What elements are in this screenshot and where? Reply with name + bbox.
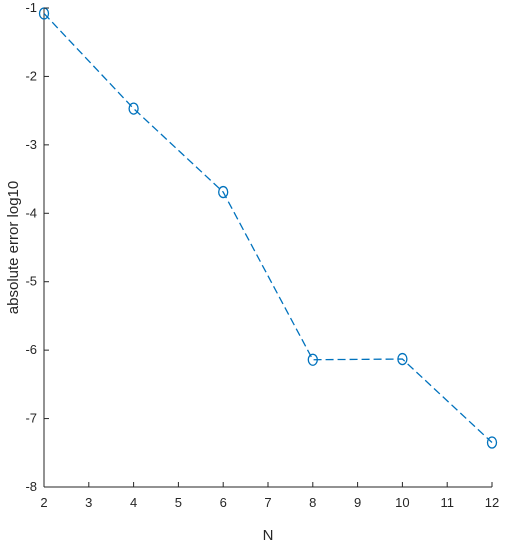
- x-tick-label: 11: [440, 495, 454, 510]
- y-tick-label: -5: [25, 274, 37, 289]
- data-point: [218, 185, 229, 199]
- series-layer: [38, 7, 498, 449]
- y-tick-label: -6: [25, 342, 37, 357]
- data-point: [128, 102, 139, 115]
- data-point: [486, 436, 498, 449]
- y-tick-label: -2: [25, 68, 37, 83]
- data-point: [307, 353, 318, 366]
- x-tick-label: 8: [309, 495, 316, 510]
- y-tick-label: -3: [25, 137, 37, 152]
- y-axis-ticks: -8 -7 -6 -5 -4 -3 -2 -1: [25, 0, 49, 494]
- x-axis-label: N: [263, 527, 274, 544]
- x-tick-label: 2: [40, 495, 47, 510]
- y-axis-label: absolute error log10: [5, 181, 22, 314]
- x-tick-label: 6: [220, 495, 227, 510]
- plot-area: [43, 8, 492, 488]
- y-tick-label: -1: [25, 0, 37, 15]
- x-tick-label: 7: [264, 495, 271, 510]
- x-tick-label: 12: [485, 495, 499, 510]
- y-tick-label: -8: [25, 479, 37, 494]
- x-tick-label: 5: [175, 495, 182, 510]
- y-tick-label: -7: [25, 411, 37, 426]
- x-axis-ticks: 2 3 4 5 6 7 8 9 10 11 12: [40, 482, 499, 510]
- x-tick-label: 9: [354, 495, 361, 510]
- series-line: [43, 13, 493, 443]
- x-tick-label: 10: [395, 495, 409, 510]
- x-tick-label: 4: [130, 495, 137, 510]
- data-point: [397, 352, 408, 366]
- y-tick-label: -4: [25, 205, 37, 220]
- x-tick-label: 3: [85, 495, 92, 510]
